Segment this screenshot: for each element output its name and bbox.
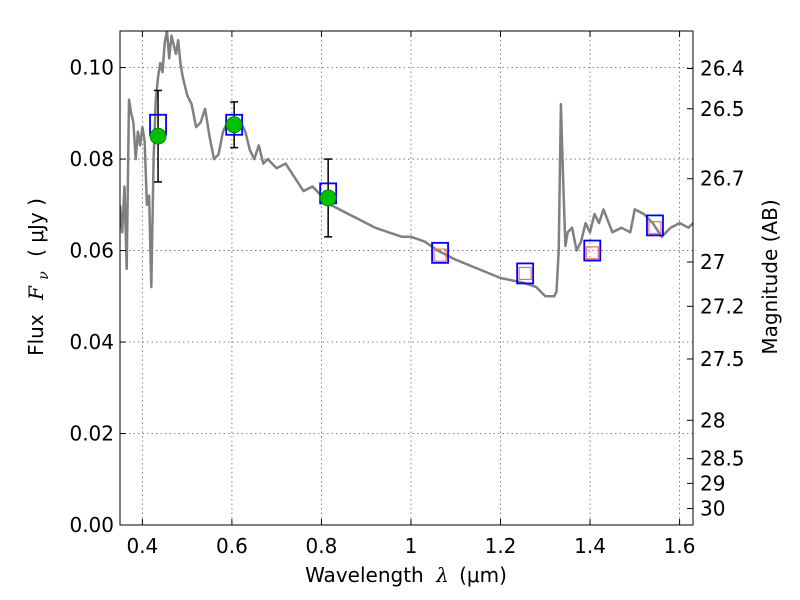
- x-axis-title: Wavelength λ (μm): [305, 563, 507, 587]
- upper-limit-square: [648, 221, 662, 235]
- y-axis-title-prefix: Flux: [24, 314, 48, 356]
- upper-limit-square: [518, 266, 532, 281]
- x-tick-label: 1.6: [664, 534, 696, 558]
- model-photometry-square: [516, 262, 535, 285]
- y-tick-label: 0.08: [69, 147, 114, 171]
- data-layer: [120, 31, 693, 298]
- x-tick-label: 1.4: [574, 534, 606, 558]
- y2-tick-label: 30: [700, 497, 725, 521]
- y-axis-title-subscript: ν: [36, 271, 52, 280]
- x-tick-label: 1.2: [485, 534, 517, 558]
- y2-tick-label: 28.5: [700, 447, 745, 471]
- y2-tick-label: 27.2: [700, 294, 745, 318]
- model-photometry-square: [583, 239, 602, 262]
- model-photometry-square: [431, 241, 449, 264]
- y2-tick-label: 26.5: [700, 97, 745, 121]
- tick-layer: 0.4 0.6 0.8 1 1.2 1.4 1.6 0.00 0.02 0.04 0.06 0.08 0…: [69, 31, 745, 558]
- y2-tick-label: 27: [700, 250, 725, 274]
- observed-flux-point: [319, 189, 337, 207]
- y-axis-title: Flux F ν ( μJy ): [24, 198, 53, 356]
- y2-tick-label: 27.5: [700, 347, 745, 371]
- y2-axis-title: Magnitude (AB): [758, 199, 782, 354]
- sed-model-line: [120, 31, 693, 298]
- y-tick-label: 0.02: [69, 422, 114, 446]
- y2-tick-label: 26.7: [700, 167, 745, 191]
- observed-flux-point: [149, 127, 167, 145]
- grid-layer: [120, 31, 693, 526]
- x-tick-label: 0.4: [126, 534, 158, 558]
- y-tick-label: 0.06: [69, 239, 114, 263]
- upper-limit-square: [433, 248, 447, 262]
- y-tick-label: 0.00: [69, 513, 114, 537]
- y2-tick-label: 28: [700, 408, 725, 432]
- x-tick-label: 0.8: [306, 534, 338, 558]
- y2-tick-label: 26.4: [700, 57, 745, 81]
- model-photometry-square: [646, 214, 664, 237]
- x-axis-title-text: Wavelength: [305, 563, 424, 587]
- y-axis-title-symbol: F: [24, 285, 48, 301]
- plot-frame: [119, 30, 694, 526]
- x-axis-title-symbol: λ: [435, 563, 449, 587]
- y2-tick-label: 29: [700, 471, 725, 495]
- x-axis-title-unit: (μm): [459, 563, 507, 587]
- observed-flux-point: [225, 116, 243, 134]
- y-axis-title-unit: ( μJy ): [24, 198, 48, 257]
- x-tick-label: 1: [405, 534, 418, 558]
- upper-limit-square: [585, 246, 599, 260]
- y-tick-label: 0.04: [69, 330, 114, 354]
- y-tick-label: 0.10: [69, 56, 114, 80]
- x-tick-label: 0.6: [216, 534, 248, 558]
